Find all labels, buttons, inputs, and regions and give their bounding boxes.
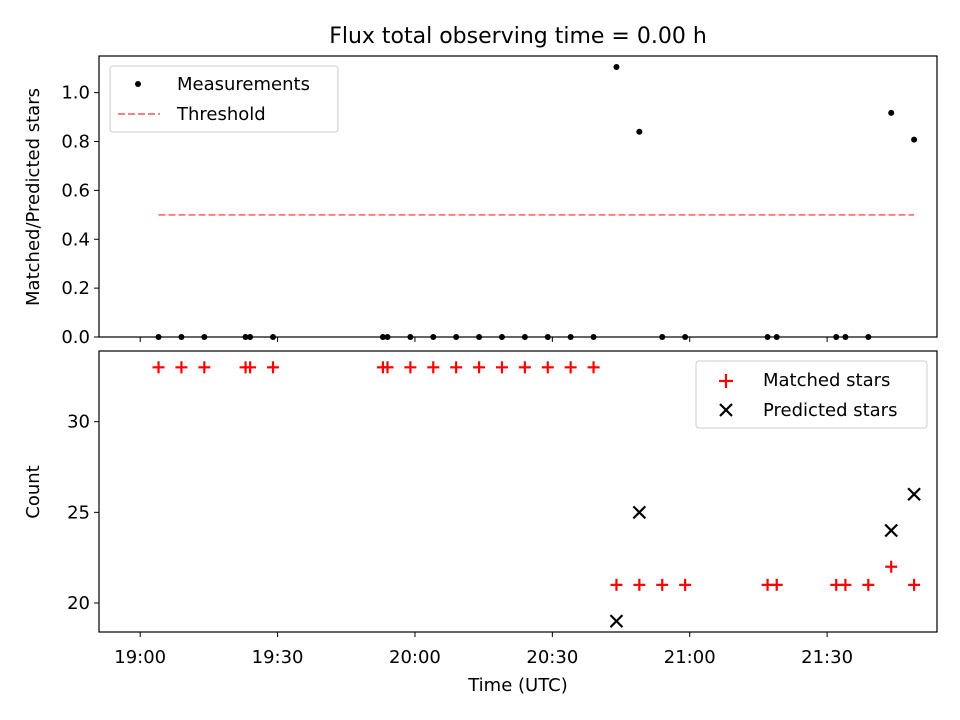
matched-star-point: [885, 560, 898, 573]
y-tick-label: 20: [67, 593, 90, 614]
legend-measurements-marker: [135, 81, 141, 87]
matched-star-point: [610, 578, 623, 591]
y-tick-label: 0.6: [61, 180, 90, 201]
matched-star-point: [564, 361, 577, 374]
predicted-star-point: [609, 614, 624, 628]
y-tick-label: 0.0: [61, 327, 90, 348]
legend-matched-marker: [719, 374, 733, 388]
matched-star-point: [908, 578, 921, 591]
matched-star-point: [770, 578, 783, 591]
matched-star-point: [518, 361, 531, 374]
x-tick-label: 20:30: [526, 647, 578, 668]
legend-measurements-label: Measurements: [177, 74, 310, 95]
matched-star-point: [656, 578, 669, 591]
legend-predicted-marker: [719, 403, 733, 417]
chart-title: Flux total observing time = 0.00 h: [329, 24, 707, 49]
x-tick-label: 19:30: [252, 647, 304, 668]
x-tick-label: 21:30: [801, 647, 853, 668]
y-tick-label: 0.4: [61, 229, 90, 250]
measurement-point: [911, 136, 918, 143]
y-tick-label: 25: [67, 502, 90, 523]
plot-frame: [98, 55, 938, 338]
x-b: [609, 614, 624, 628]
x-tick-label: 20:00: [389, 647, 441, 668]
y-tick-label: 0.8: [61, 132, 90, 153]
predicted-star-point: [907, 487, 921, 501]
matched-star-point: [450, 361, 463, 374]
legend-matched-label: Matched stars: [763, 370, 890, 391]
matched-star-point: [244, 361, 257, 374]
matched-star-point: [679, 578, 692, 591]
top-y-axis-label: Matched/Predicted stars: [23, 88, 44, 306]
matched-star-point: [427, 361, 440, 374]
x-b: [632, 505, 647, 520]
predicted-star-point: [884, 523, 898, 538]
bottom-y-axis-label: Count: [23, 465, 44, 518]
matched-star-point: [862, 578, 875, 591]
predicted-star-point: [632, 505, 647, 520]
y-tick-label: 0.2: [61, 278, 90, 299]
x-axis-label: Time (UTC): [467, 675, 568, 696]
matched-star-point: [175, 361, 188, 374]
matched-star-point: [404, 361, 417, 374]
matched-star-point: [587, 361, 600, 374]
measurement-point: [888, 109, 895, 116]
matched-star-point: [495, 361, 508, 374]
bottom-legend: Matched stars Predicted stars: [695, 360, 928, 429]
y-tick-label: 30: [67, 412, 90, 433]
x-tick-label: 19:00: [114, 647, 166, 668]
bottom-panel-counts: 20 25 30 19:00 19:30 20:00 20:30 21:00 21:30: [67, 350, 938, 668]
measurement-point: [636, 128, 643, 135]
x-b: [884, 523, 898, 538]
plot-frame: [98, 350, 938, 633]
matched-star-point: [541, 361, 554, 374]
matched-star-point: [839, 578, 852, 591]
matched-star-point: [473, 361, 486, 374]
top-panel-ratio: 0.0 0.2 0.4 0.6 0.8 1.0: [61, 55, 938, 348]
legend-predicted-label: Predicted stars: [763, 400, 897, 421]
matched-star-point: [633, 578, 646, 591]
matched-star-point: [381, 361, 394, 374]
x-b: [907, 487, 921, 501]
matched-star-point: [152, 361, 165, 374]
y-tick-label: 1.0: [61, 83, 90, 104]
matched-star-point: [267, 361, 280, 374]
measurement-point: [613, 63, 620, 70]
matched-star-point: [198, 361, 211, 374]
x-tick-label: 21:00: [664, 647, 716, 668]
legend-threshold-label: Threshold: [176, 104, 266, 125]
top-legend: Measurements Threshold: [109, 65, 339, 133]
